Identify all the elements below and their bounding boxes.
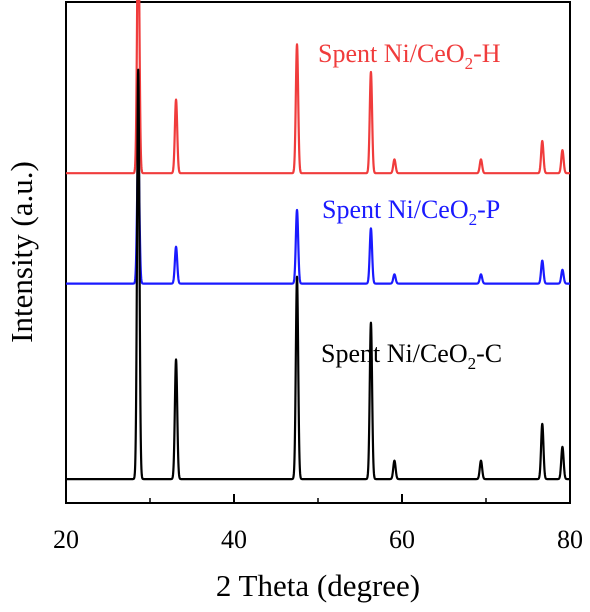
xrd-trace-c — [65, 68, 571, 481]
x-axis-label: 2 Theta (degree) — [216, 568, 420, 603]
trace-group — [65, 0, 571, 481]
y-axis-label: Intensity (a.u.) — [4, 161, 39, 343]
x-tick-label: 80 — [557, 525, 583, 554]
series-label-group: Spent Ni/CeO2-H Spent Ni/CeO2-P Spent Ni/C… — [318, 39, 502, 373]
xrd-trace-h — [65, 0, 571, 175]
xrd-trace-p — [65, 149, 571, 285]
series-label-c: Spent Ni/CeO2-C — [321, 339, 502, 373]
x-tick-label: 20 — [53, 525, 79, 554]
x-tick-group — [65, 494, 571, 503]
series-label-p: Spent Ni/CeO2-P — [322, 195, 500, 229]
x-tick-label-group: 20 40 60 80 — [53, 525, 583, 554]
series-label-h: Spent Ni/CeO2-H — [318, 39, 501, 73]
x-tick-label: 60 — [389, 525, 415, 554]
x-tick-label: 40 — [221, 525, 247, 554]
